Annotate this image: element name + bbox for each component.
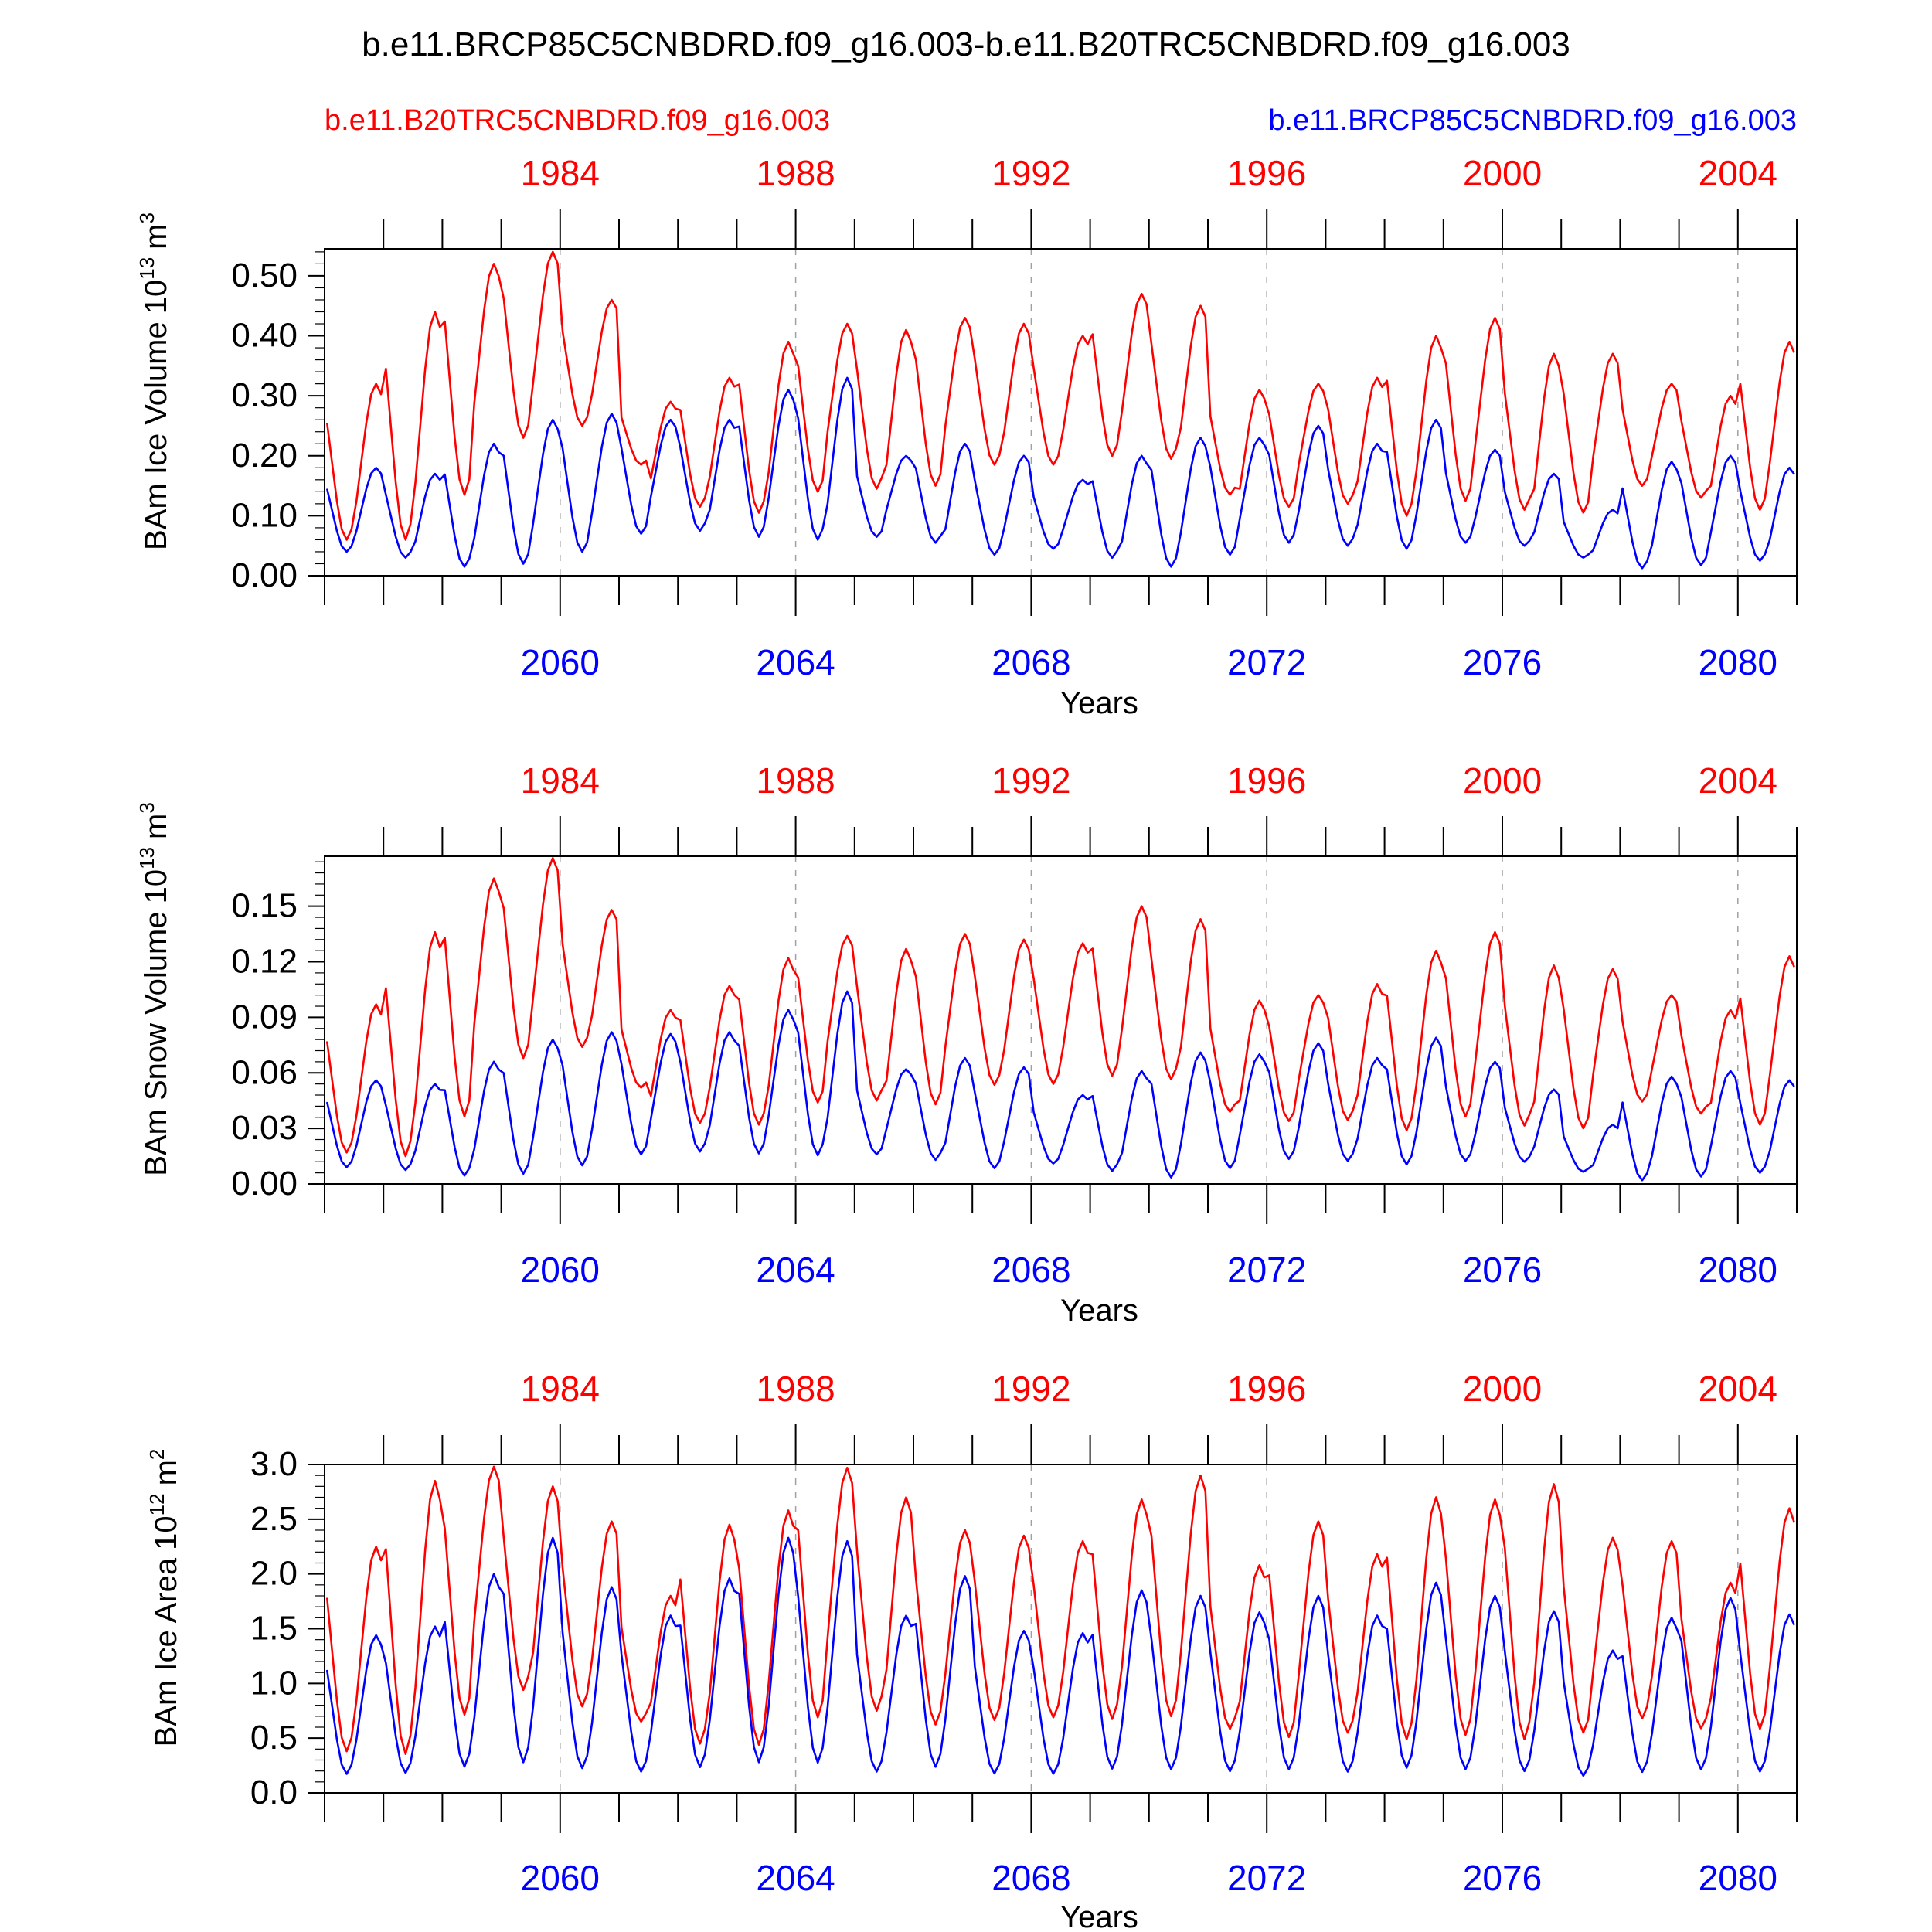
series-line-blue: [325, 1536, 1795, 1777]
bottom-x-tick-label: 2064: [756, 1858, 835, 1898]
panel-1: 0.00 0.10 0.20 0.30 0.40 0.50 2060 2064 2068 2072…: [135, 153, 1798, 720]
bottom-x-tick-label: 2076: [1463, 1858, 1542, 1898]
y-tick-label: 0.40: [231, 317, 298, 355]
top-x-tick-label: 2000: [1463, 153, 1542, 193]
top-x-tick-label: 1996: [1227, 760, 1306, 801]
bottom-x-tick-label: 2068: [992, 1858, 1070, 1898]
y-label-unit-exp: 13: [135, 257, 158, 280]
y-label-name: BAm Snow Volume: [139, 911, 173, 1175]
series-line-red: [325, 1465, 1796, 1755]
y-tick-label: 0.12: [231, 943, 298, 981]
y-tick-label: 0.5: [250, 1719, 298, 1757]
y-label-unit-exp: 12: [145, 1493, 168, 1515]
y-tick-label: 2.0: [250, 1555, 298, 1593]
bottom-x-tick-label: 2072: [1227, 642, 1306, 682]
series-line-blue: [325, 376, 1795, 570]
y-tick-label: 3.0: [250, 1445, 298, 1483]
y-label-unit-tail: m: [139, 224, 173, 250]
panel-3: 0.0 0.5 1.0 1.5 2.0 2.5 3.0 2060 2064 2068 2072 207…: [145, 1369, 1798, 1932]
top-x-tick-label: 2000: [1463, 760, 1542, 801]
bottom-x-tick-label: 2076: [1463, 1250, 1542, 1290]
top-x-tick-label: 1996: [1227, 153, 1306, 193]
top-x-tick-label: 1984: [521, 1369, 600, 1409]
y-axis-label: BAm Snow Volume 1013 m3: [135, 802, 173, 1176]
y-tick-label: 0.03: [231, 1109, 298, 1147]
top-x-tick-label: 1984: [521, 760, 600, 801]
y-tick-label: 0.30: [231, 376, 298, 414]
y-axis-label: BAm Ice Volume 1013 m3: [135, 213, 173, 550]
top-x-tick-label: 2004: [1699, 153, 1777, 193]
y-label-unit-exp: 13: [135, 847, 158, 869]
plot-frame: [324, 855, 1798, 1185]
y-tick-label: 1.5: [250, 1610, 298, 1648]
bottom-x-tick-label: 2060: [521, 1250, 600, 1290]
legend-red-label: b.e11.B20TRC5CNBDRD.f09_g16.003: [325, 104, 830, 137]
x-axis-label: Years: [1060, 686, 1138, 720]
top-x-tick-label: 1988: [756, 760, 835, 801]
y-tick-label: 0.09: [231, 998, 298, 1036]
y-label-name: BAm Ice Volume: [139, 321, 173, 550]
top-x-tick-label: 1988: [756, 1369, 835, 1409]
main-title: b.e11.BRCP85C5CNBDRD.f09_g16.003-b.e11.B…: [362, 26, 1570, 63]
top-x-tick-label: 1996: [1227, 1369, 1306, 1409]
top-x-tick-label: 1984: [521, 153, 600, 193]
top-x-tick-label: 2004: [1699, 1369, 1777, 1409]
y-tick-label: 2.5: [250, 1500, 298, 1538]
top-x-tick-label: 1992: [992, 1369, 1070, 1409]
y-label-unit: 10: [139, 869, 173, 904]
y-tick-label: 1.0: [250, 1664, 298, 1702]
x-axis-label: Years: [1060, 1294, 1138, 1328]
series-line-red: [325, 250, 1795, 541]
y-tick-label: 0.10: [231, 496, 298, 534]
bottom-x-tick-label: 2072: [1227, 1858, 1306, 1898]
bottom-x-tick-label: 2076: [1463, 642, 1542, 682]
series-line-blue: [325, 990, 1795, 1182]
bottom-x-tick-label: 2068: [992, 1250, 1070, 1290]
y-label-name: BAm Ice Area: [149, 1557, 183, 1747]
y-label-unit-tail: m: [139, 814, 173, 839]
y-tick-label: 0.00: [231, 556, 298, 594]
top-x-tick-label: 2000: [1463, 1369, 1542, 1409]
panel-2: 0.00 0.03 0.06 0.09 0.12 0.15 2060 2064 2068 2072…: [135, 760, 1798, 1328]
x-axis-label: Years: [1060, 1900, 1138, 1932]
y-label-unit-tail-exp: 3: [135, 802, 158, 813]
top-x-tick-label: 1992: [992, 760, 1070, 801]
y-label-unit-tail-exp: 2: [145, 1449, 168, 1460]
bottom-x-tick-label: 2060: [521, 1858, 600, 1898]
y-axis-label: BAm Ice Area 1012 m2: [145, 1449, 183, 1747]
bottom-x-tick-label: 2068: [992, 642, 1070, 682]
y-label-unit-tail: m: [149, 1460, 183, 1485]
y-tick-label: 0.06: [231, 1053, 298, 1091]
bottom-x-tick-label: 2064: [756, 642, 835, 682]
bottom-x-tick-label: 2072: [1227, 1250, 1306, 1290]
bottom-x-tick-label: 2064: [756, 1250, 835, 1290]
y-label-unit: 10: [139, 280, 173, 315]
y-tick-label: 0.15: [231, 887, 298, 925]
bottom-x-tick-label: 2060: [521, 642, 600, 682]
y-label-unit: 10: [149, 1515, 183, 1550]
y-tick-label: 0.50: [231, 257, 298, 294]
series-line-red: [325, 857, 1795, 1158]
top-x-tick-label: 2004: [1699, 760, 1777, 801]
plot-frame: [324, 248, 1798, 577]
bottom-x-tick-label: 2080: [1699, 642, 1777, 682]
y-tick-label: 0.00: [231, 1165, 298, 1202]
top-x-tick-label: 1992: [992, 153, 1070, 193]
y-tick-label: 0.20: [231, 437, 298, 474]
top-x-tick-label: 1988: [756, 153, 835, 193]
y-label-unit-tail-exp: 3: [135, 213, 158, 223]
bottom-x-tick-label: 2080: [1699, 1250, 1777, 1290]
legend-blue-label: b.e11.BRCP85C5CNBDRD.f09_g16.003: [1268, 104, 1797, 137]
y-tick-label: 0.0: [250, 1774, 298, 1811]
bottom-x-tick-label: 2080: [1699, 1858, 1777, 1898]
panels: 0.00 0.10 0.20 0.30 0.40 0.50 2060 2064 2068 2072…: [135, 153, 1798, 1932]
